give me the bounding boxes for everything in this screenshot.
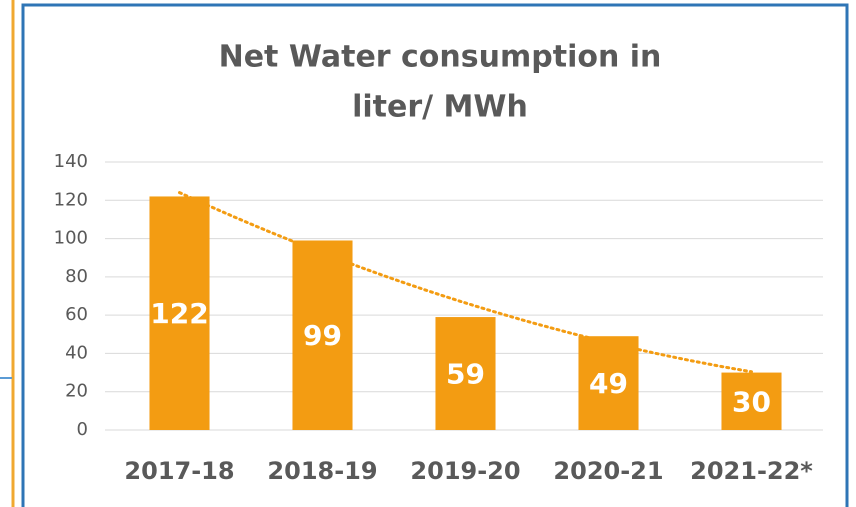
bar [292, 240, 353, 430]
y-tick-label: 20 [65, 381, 88, 402]
y-tick-label: 60 [65, 304, 88, 325]
x-tick-label: 2017-18 [124, 457, 234, 485]
data-label: 99 [303, 319, 342, 352]
bar [578, 336, 639, 430]
x-tick-label: 2021-22* [690, 457, 813, 485]
y-tick-label: 100 [54, 228, 88, 249]
y-tick-label: 80 [65, 266, 88, 287]
side-panel [11, 0, 15, 507]
data-label: 30 [732, 385, 771, 418]
data-label: 49 [589, 367, 628, 400]
bar [435, 317, 496, 430]
y-tick-label: 120 [54, 189, 88, 210]
x-tick-label: 2019-20 [410, 457, 520, 485]
chart-title: Net Water consumption in [219, 40, 662, 75]
chart-frame [21, 3, 849, 507]
bar [721, 372, 782, 430]
data-label: 122 [150, 297, 208, 330]
y-tick-label: 40 [65, 342, 88, 363]
y-tick-label: 140 [54, 151, 88, 172]
y-tick-label: 0 [77, 419, 88, 440]
x-tick-label: 2018-19 [267, 457, 377, 485]
x-tick-label: 2020-21 [553, 457, 663, 485]
data-label: 59 [446, 358, 485, 391]
trendline [178, 191, 753, 374]
chart-title: liter/ MWh [352, 90, 528, 125]
bar [149, 196, 210, 430]
